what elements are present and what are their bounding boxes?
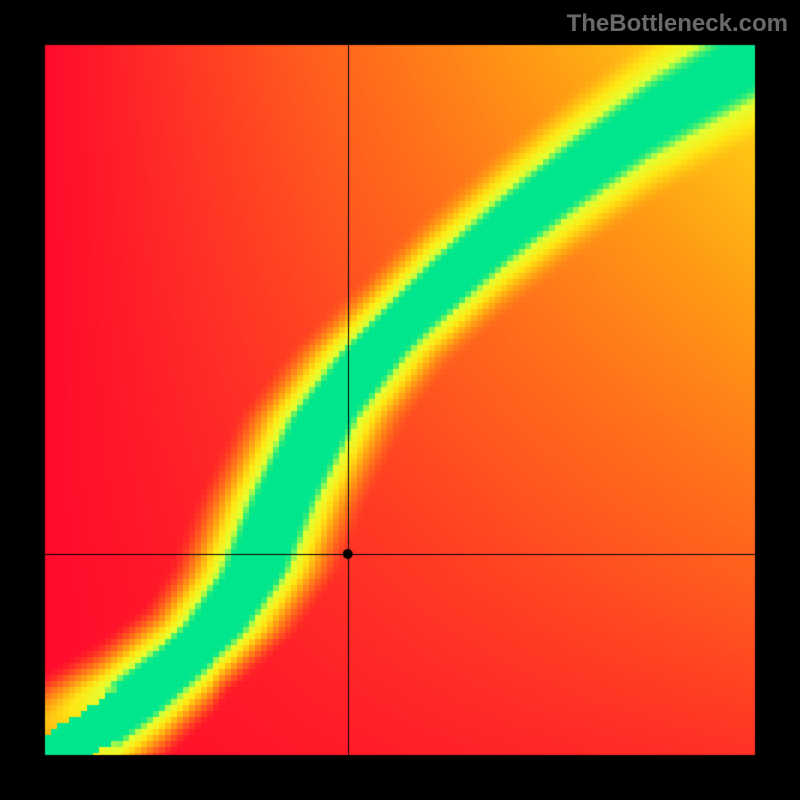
- watermark-label: TheBottleneck.com: [567, 10, 788, 38]
- chart-root: TheBottleneck.com: [0, 0, 800, 800]
- bottleneck-heatmap: [0, 0, 800, 800]
